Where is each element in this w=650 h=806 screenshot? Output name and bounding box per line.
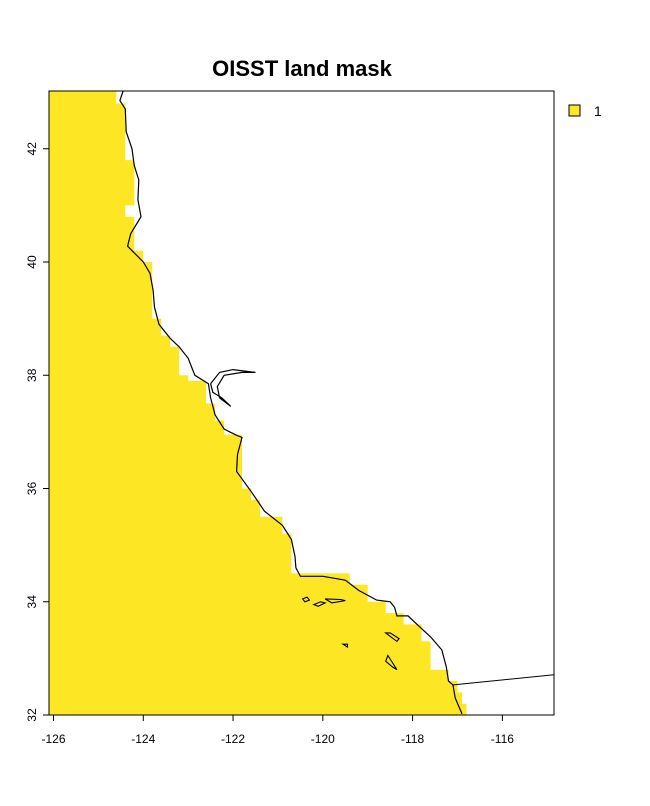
y-tick-label: 34: [25, 595, 39, 609]
island-outline: [312, 601, 327, 607]
map-layer: [49, 91, 554, 715]
island-outline: [384, 632, 400, 643]
x-tick-label: -124: [131, 732, 155, 746]
island-outline: [301, 596, 311, 603]
x-tick-label: -126: [41, 732, 65, 746]
map-title: OISST land mask: [212, 56, 392, 81]
legend-swatch: [568, 104, 581, 117]
x-tick-label: -122: [221, 732, 245, 746]
island-outline: [341, 643, 349, 649]
x-tick-label: -120: [311, 732, 335, 746]
legend-label: 1: [594, 103, 602, 119]
island-outline: [324, 598, 346, 604]
island-outline: [385, 654, 398, 671]
y-tick-label: 36: [25, 482, 39, 496]
legend: 1: [568, 103, 602, 119]
y-tick-label: 38: [25, 368, 39, 382]
y-axis: 32 34 36 38 40 42: [25, 142, 50, 722]
y-tick-label: 32: [25, 708, 39, 722]
islands: [301, 596, 400, 671]
y-tick-label: 42: [25, 142, 39, 156]
x-axis: -126 -124 -122 -120 -118 -116: [41, 714, 514, 746]
land-mask: [49, 91, 467, 715]
bay-outline: [210, 368, 256, 407]
coastline: [119, 91, 463, 715]
x-tick-label: -116: [491, 732, 514, 746]
border-line: [452, 674, 554, 686]
x-tick-label: -118: [401, 732, 424, 746]
y-tick-label: 40: [25, 255, 39, 269]
